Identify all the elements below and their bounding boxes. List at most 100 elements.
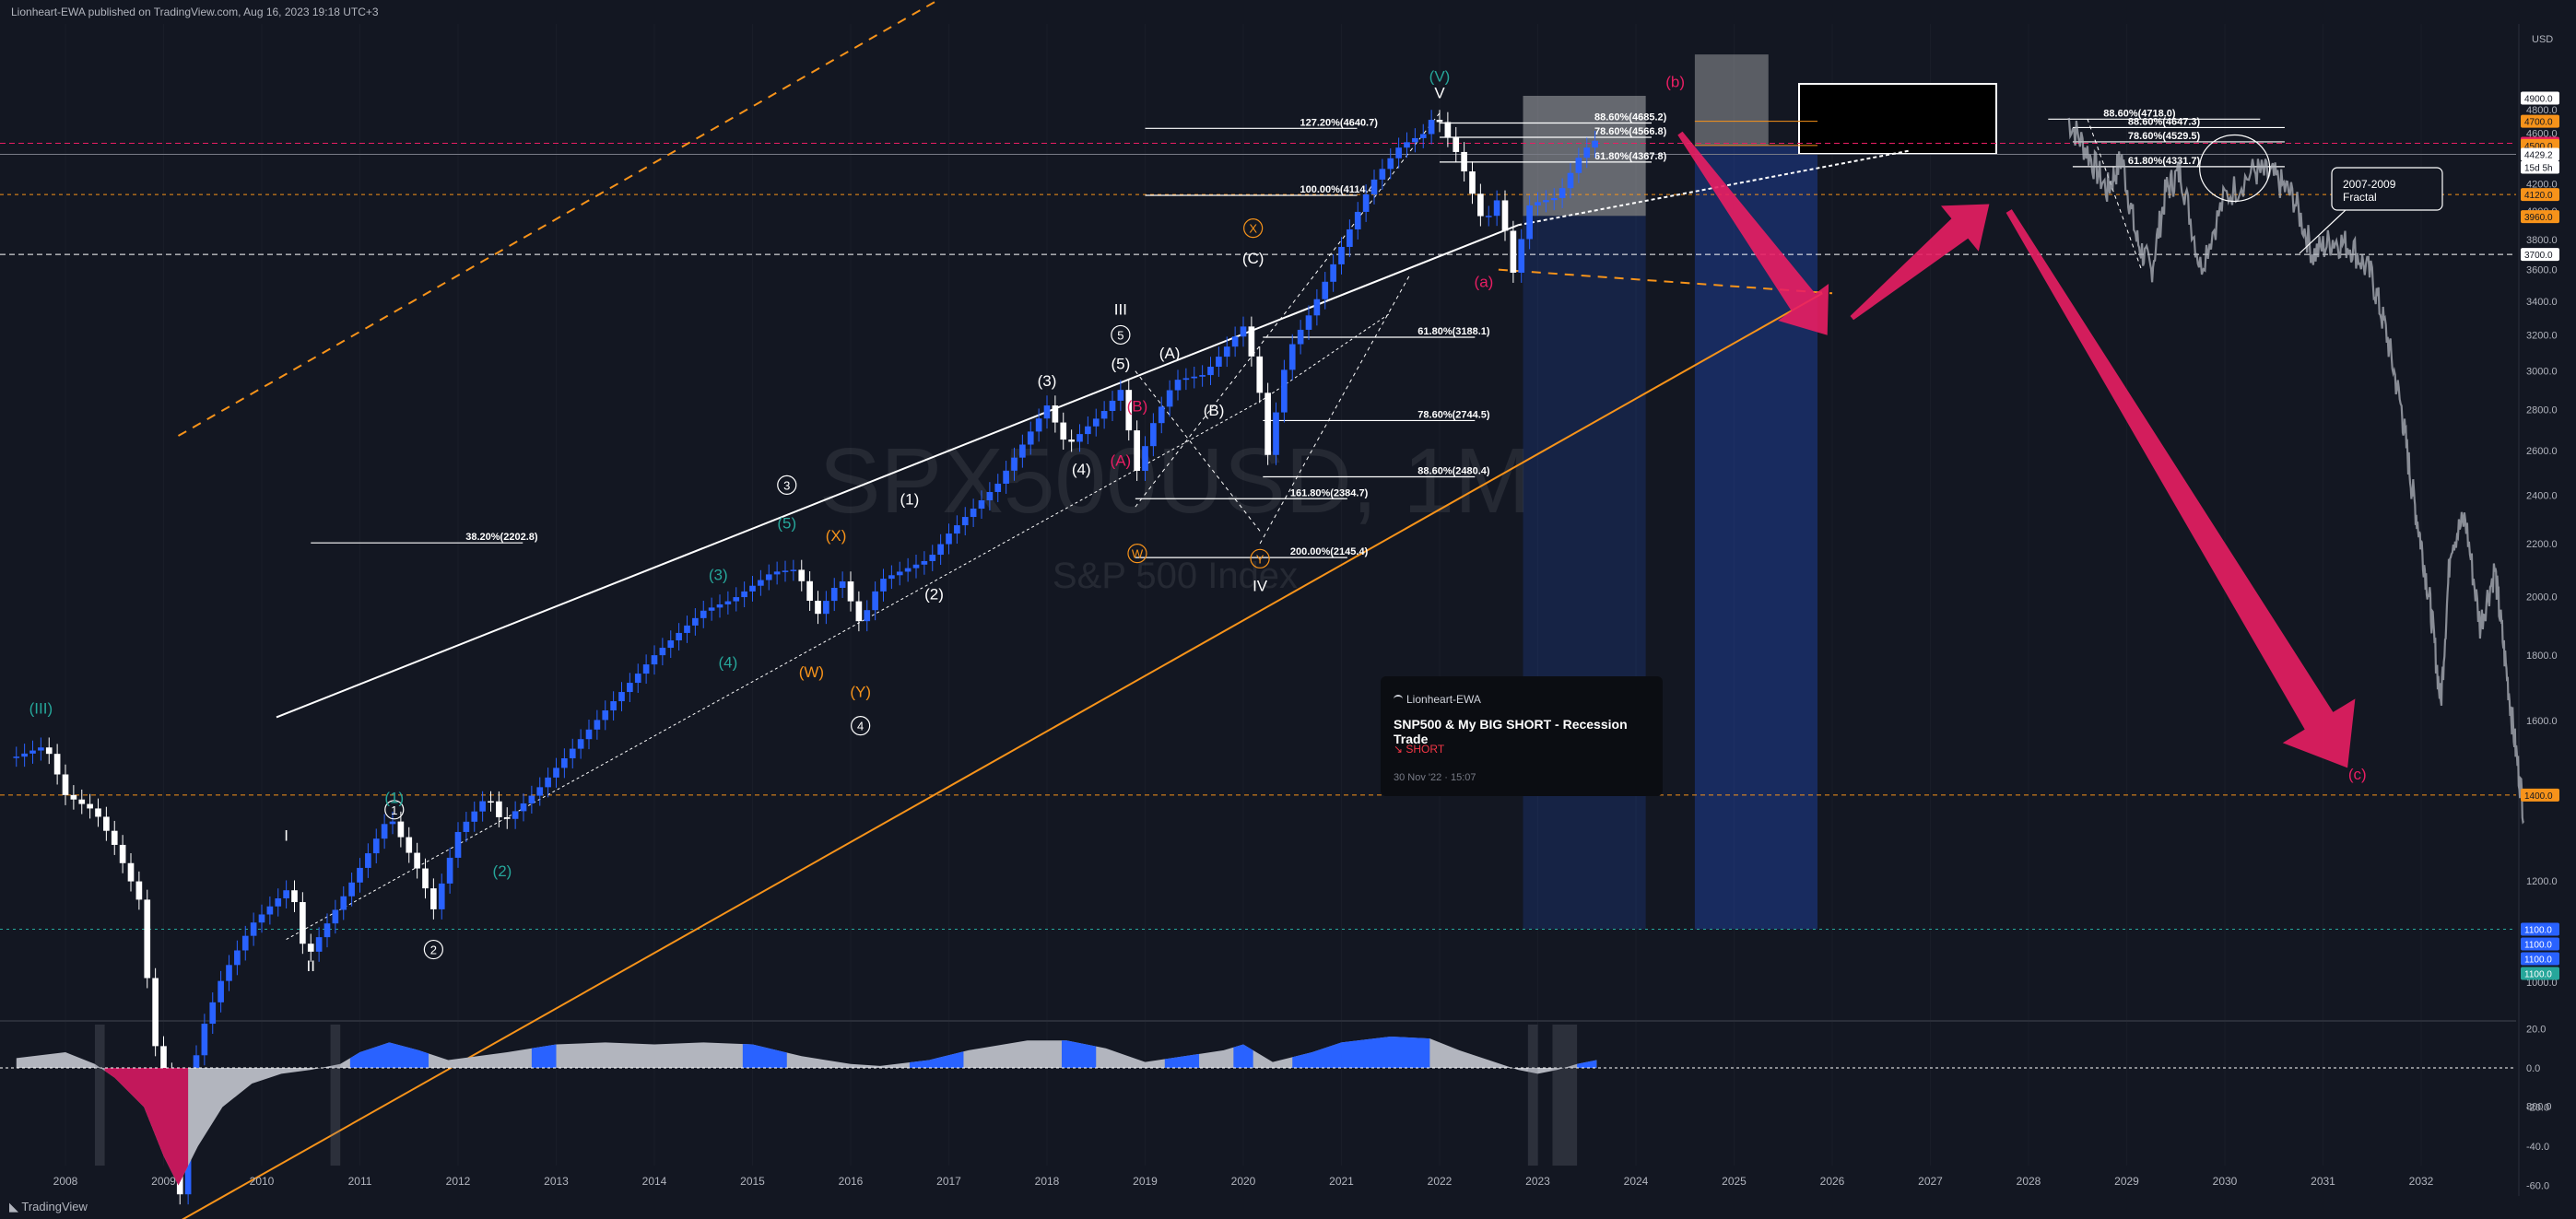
candle-body xyxy=(1216,357,1222,368)
candle-body xyxy=(1444,122,1452,137)
osc-highlight-band xyxy=(94,1025,105,1166)
candle-body xyxy=(724,601,732,604)
wave-label: (1) xyxy=(900,491,920,509)
fib-label: 78.60%(4529.5) xyxy=(2128,131,2201,142)
wave-label: (B) xyxy=(1204,402,1225,419)
price-tick: 2200.0 xyxy=(2526,539,2558,550)
candle-body xyxy=(127,862,135,882)
callout-line-2: Fractal xyxy=(2343,191,2377,204)
candle-body xyxy=(627,683,633,693)
candle-body xyxy=(1109,400,1116,412)
inner-trend-line xyxy=(276,224,1519,719)
time-tick: 2031 xyxy=(2311,1175,2335,1188)
candle-body xyxy=(1592,140,1598,148)
fib-label: 61.80%(3188.1) xyxy=(1417,326,1490,337)
candle-body xyxy=(218,980,224,1002)
candle-body xyxy=(21,753,28,757)
candle-body xyxy=(1559,188,1566,198)
candle-body xyxy=(1256,356,1264,393)
candle-body xyxy=(1477,193,1484,217)
candle-body xyxy=(323,923,331,938)
time-axis[interactable]: 2008 2009 2010 2011 2012 2013 2014 2015 2016 2017… xyxy=(53,1175,2434,1188)
candle-body xyxy=(1142,446,1148,472)
candle-body xyxy=(1264,393,1271,455)
price-label: 1100.0 xyxy=(2524,940,2552,950)
candle-body xyxy=(642,664,650,674)
candle-body xyxy=(553,768,559,778)
currency-label: USD xyxy=(2532,34,2553,45)
time-tick: 2023 xyxy=(1525,1175,1550,1188)
candle-body xyxy=(422,868,429,889)
price-label-bg xyxy=(2521,922,2559,936)
candle-body xyxy=(488,801,494,803)
candle-body xyxy=(152,978,159,1047)
candle-body xyxy=(946,533,952,545)
wave-label: (A) xyxy=(1159,345,1181,362)
idea-title[interactable]: SNP500 & My BIG SHORT - Recession Trade xyxy=(1394,717,1628,746)
price-label: 1100.0 xyxy=(2524,955,2552,965)
candle-body xyxy=(1288,344,1296,370)
wave-label: I xyxy=(284,826,288,844)
wave-circle xyxy=(777,475,797,496)
candle-body xyxy=(414,852,420,869)
candle-body xyxy=(700,610,707,618)
osc-tick: -60.0 xyxy=(2526,1181,2549,1192)
candle-body xyxy=(1273,412,1279,455)
candle-body xyxy=(1347,229,1353,247)
time-tick: 2019 xyxy=(1133,1175,1158,1188)
candle-body xyxy=(954,525,960,534)
inner-trend-extension xyxy=(1518,149,1911,227)
candle-body xyxy=(103,816,110,831)
candle-body xyxy=(1485,216,1492,217)
tradingview-bird-icon xyxy=(1394,695,1403,703)
candle-body xyxy=(1419,134,1427,138)
forecast-arrows[interactable] xyxy=(1677,131,2356,768)
candle-body xyxy=(692,617,699,626)
candle-body xyxy=(569,748,576,758)
wave-label: (2) xyxy=(493,862,512,880)
candle-body xyxy=(209,1002,217,1025)
price-label: 4120.0 xyxy=(2524,191,2553,201)
candle-body xyxy=(463,821,470,832)
fib-levels[interactable]: 127.20%(4640.7) 100.00%(4114.4) 88.60%(468… xyxy=(311,108,2285,558)
tradingview-logo[interactable]: ◣ TradingView xyxy=(9,1200,88,1214)
price-axis[interactable]: USD600.0800.01000.01200.01400.01600.0180… xyxy=(2521,34,2559,1219)
candle-body xyxy=(1231,336,1239,347)
candle-body xyxy=(594,720,601,730)
price-tick: 3000.0 xyxy=(2526,367,2558,378)
candle-body xyxy=(676,632,682,641)
candle-body xyxy=(651,655,658,665)
wave-label: (Y) xyxy=(850,683,871,700)
candle-body xyxy=(234,950,241,966)
projection-zones xyxy=(0,54,2516,930)
price-label-bg xyxy=(2521,967,2559,980)
candle-body xyxy=(1134,430,1140,472)
candle-body xyxy=(1281,369,1288,413)
candle-body xyxy=(1387,158,1394,170)
candle-body xyxy=(1575,158,1582,173)
wave-label: (3) xyxy=(709,567,728,584)
time-tick: 2021 xyxy=(1329,1175,1354,1188)
candle-body xyxy=(855,601,863,622)
candle-body xyxy=(291,890,298,903)
candle-body xyxy=(1199,375,1206,377)
time-tick: 2010 xyxy=(250,1175,275,1188)
fib-label: 38.20%(2202.8) xyxy=(465,532,538,543)
wave-label: 2 xyxy=(430,944,437,957)
candle-body xyxy=(536,787,544,796)
candle-body xyxy=(241,935,249,951)
price-tick: 3800.0 xyxy=(2526,235,2558,246)
fractal-highlight-circle xyxy=(2199,134,2271,203)
candle-body xyxy=(1313,299,1321,316)
wave-circle xyxy=(1127,544,1147,564)
idea-card[interactable]: Lionheart-EWA SNP500 & My BIG SHORT - Re… xyxy=(1381,676,1663,796)
candle-body xyxy=(1469,171,1476,194)
price-label: 4900.0 xyxy=(2524,94,2553,104)
candle-body xyxy=(684,625,690,633)
candle-body xyxy=(1526,205,1533,240)
idea-author[interactable]: Lionheart-EWA xyxy=(1406,693,1481,706)
watermark-name: S&P 500 Index xyxy=(1053,556,1298,596)
fractal-dash xyxy=(2087,118,2142,270)
